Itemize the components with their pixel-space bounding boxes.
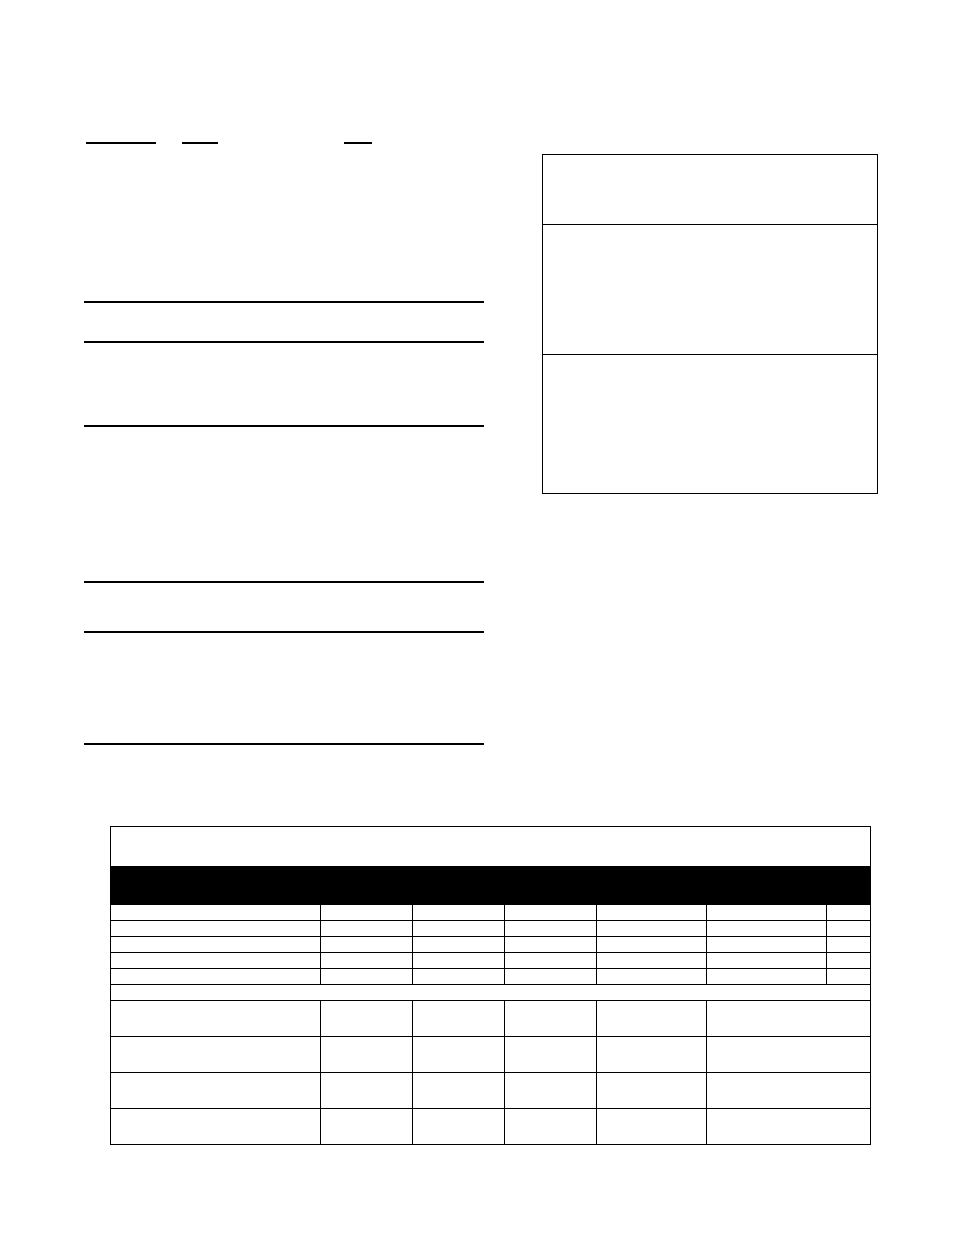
cell (827, 953, 871, 969)
cell (707, 969, 827, 985)
info-box-row-2 (543, 225, 877, 355)
cell (413, 905, 505, 921)
table-title-row (111, 827, 871, 867)
cell (111, 1109, 321, 1145)
table-header-5 (597, 867, 707, 905)
cell (413, 1073, 505, 1109)
cell (413, 1001, 505, 1037)
table-header-3 (413, 867, 505, 905)
cell (321, 953, 413, 969)
cell (505, 921, 597, 937)
cell (413, 1037, 505, 1073)
table-row (111, 905, 871, 921)
table-row (111, 937, 871, 953)
cell (321, 937, 413, 953)
cell (707, 1001, 871, 1037)
table-header-2 (321, 867, 413, 905)
cell (111, 905, 321, 921)
rule-line-6 (84, 743, 484, 745)
cell (413, 969, 505, 985)
cell (321, 1073, 413, 1109)
main-table (110, 826, 871, 1145)
cell (413, 937, 505, 953)
table-row (111, 1001, 871, 1037)
table-header-7 (827, 867, 871, 905)
rule-line-3 (84, 425, 484, 427)
table-row (111, 969, 871, 985)
cell (827, 905, 871, 921)
cell (321, 921, 413, 937)
cell (505, 969, 597, 985)
cell (597, 1037, 707, 1073)
cell (827, 969, 871, 985)
cell (413, 921, 505, 937)
cell (505, 905, 597, 921)
rule-line-4 (84, 581, 484, 583)
info-box-row-3 (543, 355, 877, 493)
header-underline-3 (344, 142, 372, 144)
table-section-gap (111, 985, 871, 1001)
table-header-1 (111, 867, 321, 905)
table-header-4 (505, 867, 597, 905)
table-row (111, 1037, 871, 1073)
table-title-cell (111, 827, 871, 867)
cell (707, 937, 827, 953)
cell (597, 937, 707, 953)
cell (111, 1001, 321, 1037)
cell (597, 921, 707, 937)
cell (597, 969, 707, 985)
cell (111, 921, 321, 937)
table-row (111, 953, 871, 969)
cell (707, 1073, 871, 1109)
cell (505, 1073, 597, 1109)
cell (707, 1109, 871, 1145)
cell (111, 1037, 321, 1073)
cell (597, 1109, 707, 1145)
info-box-row-1 (543, 155, 877, 225)
cell (111, 969, 321, 985)
cell (707, 1037, 871, 1073)
cell (321, 905, 413, 921)
cell (597, 905, 707, 921)
cell (505, 937, 597, 953)
cell (321, 1001, 413, 1037)
rule-line-2 (84, 341, 484, 343)
cell (111, 1073, 321, 1109)
table-row (111, 1109, 871, 1145)
cell (321, 1037, 413, 1073)
cell (321, 1109, 413, 1145)
rule-line-5 (84, 631, 484, 633)
cell (505, 1001, 597, 1037)
cell (413, 1109, 505, 1145)
cell (597, 1073, 707, 1109)
table-row (111, 921, 871, 937)
cell (505, 1109, 597, 1145)
cell (111, 953, 321, 969)
header-underline-2 (182, 142, 218, 144)
cell (707, 921, 827, 937)
cell (707, 905, 827, 921)
cell (597, 953, 707, 969)
cell (827, 921, 871, 937)
cell (321, 969, 413, 985)
table-row (111, 1073, 871, 1109)
cell (111, 985, 871, 1001)
cell (413, 953, 505, 969)
header-underline-1 (86, 142, 156, 144)
rule-line-1 (84, 301, 484, 303)
cell (505, 1037, 597, 1073)
cell (827, 937, 871, 953)
cell (597, 1001, 707, 1037)
cell (111, 937, 321, 953)
cell (505, 953, 597, 969)
cell (707, 953, 827, 969)
table-header-bar (111, 867, 871, 905)
main-table-wrap (110, 826, 870, 1145)
table-header-6 (707, 867, 827, 905)
info-box (542, 154, 878, 494)
